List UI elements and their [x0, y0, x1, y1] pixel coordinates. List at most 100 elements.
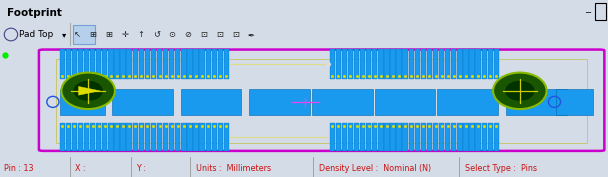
- Bar: [421, 123, 426, 151]
- Bar: [415, 49, 420, 79]
- Bar: [415, 123, 420, 151]
- Bar: [402, 123, 408, 151]
- Bar: [108, 49, 114, 79]
- Bar: [187, 49, 193, 79]
- Bar: [427, 49, 432, 79]
- Bar: [433, 123, 438, 151]
- Bar: [145, 123, 150, 151]
- Bar: [336, 49, 341, 79]
- Bar: [595, 3, 606, 19]
- Bar: [469, 49, 475, 79]
- Bar: [409, 123, 414, 151]
- Bar: [384, 49, 390, 79]
- Bar: [120, 123, 126, 151]
- Bar: [366, 123, 371, 151]
- Text: Density Level :  Nominal (N): Density Level : Nominal (N): [319, 164, 430, 173]
- Bar: [360, 123, 365, 151]
- Bar: [372, 49, 378, 79]
- Bar: [348, 49, 353, 79]
- Bar: [218, 123, 223, 151]
- Bar: [224, 49, 229, 79]
- Bar: [181, 49, 187, 79]
- Bar: [120, 49, 126, 79]
- Bar: [342, 49, 347, 79]
- Bar: [90, 123, 95, 151]
- Bar: [72, 123, 77, 151]
- Bar: [475, 49, 481, 79]
- Bar: [218, 49, 223, 79]
- Bar: [78, 123, 83, 151]
- Bar: [409, 49, 414, 79]
- Bar: [402, 49, 408, 79]
- Bar: [463, 123, 469, 151]
- Bar: [66, 123, 71, 151]
- Bar: [494, 49, 499, 79]
- Bar: [126, 123, 132, 151]
- Bar: [360, 49, 365, 79]
- Text: ↺: ↺: [153, 30, 160, 39]
- Bar: [126, 49, 132, 79]
- Bar: [90, 49, 95, 79]
- Ellipse shape: [505, 81, 534, 101]
- Bar: [396, 49, 402, 79]
- Text: Units :  Millimeters: Units : Millimeters: [196, 164, 271, 173]
- Bar: [482, 123, 487, 151]
- Text: ▾: ▾: [62, 30, 66, 39]
- Bar: [78, 49, 83, 79]
- Bar: [139, 123, 144, 151]
- Bar: [84, 49, 89, 79]
- Bar: [206, 49, 211, 79]
- Bar: [157, 49, 162, 79]
- Bar: [175, 123, 181, 151]
- Bar: [102, 123, 108, 151]
- Bar: [336, 123, 341, 151]
- Bar: [488, 123, 493, 151]
- Bar: [66, 49, 71, 79]
- Bar: [181, 89, 241, 115]
- Bar: [163, 49, 168, 79]
- Text: Y :: Y :: [136, 164, 146, 173]
- Text: Select Type :  Pins: Select Type : Pins: [465, 164, 536, 173]
- Bar: [445, 49, 451, 79]
- Text: ⊘: ⊘: [184, 30, 192, 39]
- Bar: [72, 49, 77, 79]
- Bar: [133, 49, 138, 79]
- Bar: [396, 123, 402, 151]
- Bar: [181, 123, 187, 151]
- Bar: [145, 49, 150, 79]
- Bar: [133, 123, 138, 151]
- Bar: [556, 89, 593, 115]
- Bar: [187, 123, 193, 151]
- Bar: [112, 89, 173, 115]
- Bar: [439, 49, 444, 79]
- Bar: [330, 123, 335, 151]
- Bar: [342, 123, 347, 151]
- Bar: [463, 49, 469, 79]
- Text: X :: X :: [75, 164, 86, 173]
- Bar: [494, 123, 499, 151]
- Ellipse shape: [74, 81, 103, 101]
- Bar: [421, 49, 426, 79]
- Bar: [96, 49, 102, 79]
- Text: ↖: ↖: [74, 30, 81, 39]
- Bar: [433, 49, 438, 79]
- Bar: [366, 49, 371, 79]
- Bar: [390, 123, 396, 151]
- Bar: [212, 49, 217, 79]
- Bar: [102, 49, 108, 79]
- Bar: [475, 123, 481, 151]
- Bar: [427, 123, 432, 151]
- Bar: [378, 123, 384, 151]
- Bar: [224, 123, 229, 151]
- Bar: [469, 123, 475, 151]
- Bar: [354, 49, 359, 79]
- Bar: [249, 89, 310, 115]
- Text: ⊙: ⊙: [168, 30, 176, 39]
- Text: ─: ─: [585, 7, 590, 16]
- Bar: [212, 123, 217, 151]
- Bar: [506, 89, 567, 115]
- Bar: [378, 49, 384, 79]
- Bar: [193, 123, 199, 151]
- Bar: [330, 49, 335, 79]
- Text: ✒: ✒: [247, 30, 255, 39]
